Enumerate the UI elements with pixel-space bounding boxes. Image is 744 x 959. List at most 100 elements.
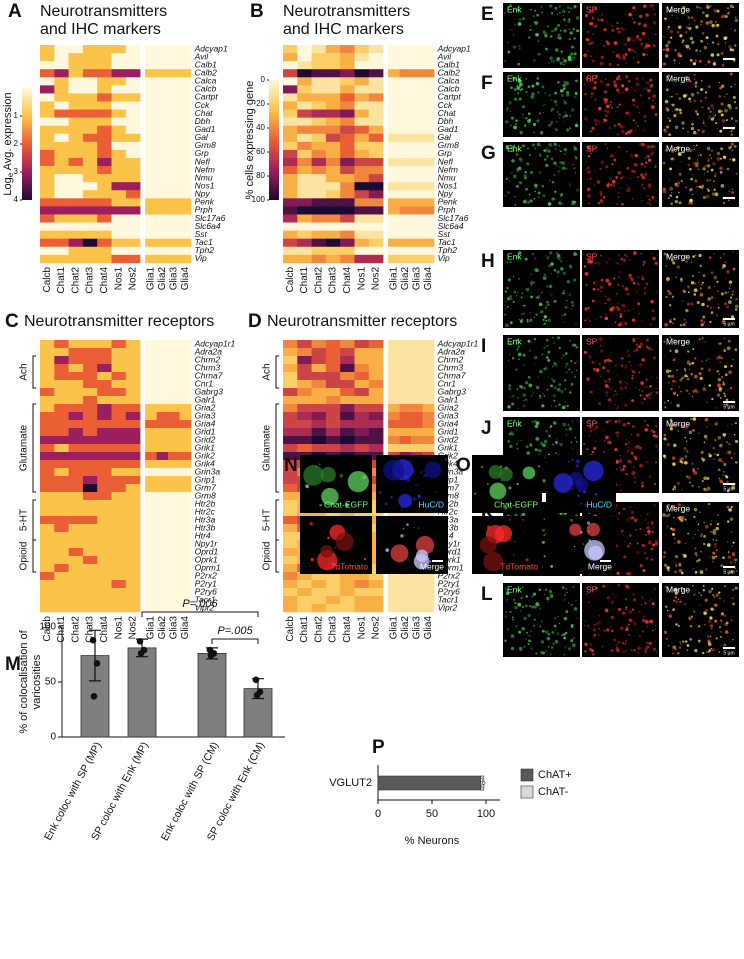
x-tick-label: 50: [426, 808, 438, 820]
heatmap-cell: [400, 126, 412, 134]
speckle: [413, 497, 416, 500]
heatmap-cell: [400, 239, 412, 247]
cell-body: [495, 525, 512, 542]
x-tick-label: 0: [375, 808, 381, 820]
speckle: [551, 108, 554, 111]
heatmap-cell: [97, 150, 112, 158]
heatmap-cell: [69, 604, 84, 612]
column-label: Nos2: [128, 266, 139, 290]
speckle: [638, 77, 639, 78]
heatmap-cell: [326, 77, 341, 85]
channel-label: SP: [586, 4, 598, 14]
speckle: [504, 60, 506, 62]
speckle: [521, 296, 523, 298]
speckle: [510, 86, 513, 89]
heatmap-cell: [69, 412, 84, 420]
speckle: [629, 542, 631, 544]
heatmap-cell: [312, 166, 327, 174]
speckle: [709, 154, 711, 156]
speckle: [523, 646, 525, 648]
speckle: [703, 585, 705, 587]
speckle: [583, 543, 585, 545]
row-label: Vipr2: [438, 602, 458, 612]
heatmap-cell: [297, 436, 312, 444]
speckle: [576, 16, 579, 19]
speckle: [674, 63, 675, 64]
speckle: [639, 372, 641, 374]
heatmap-cell: [355, 45, 370, 53]
heatmap-cell: [283, 150, 298, 158]
speckle: [641, 402, 643, 404]
speckle: [651, 599, 652, 600]
speckle: [526, 288, 530, 292]
speckle: [528, 112, 531, 115]
speckle: [732, 359, 734, 361]
speckle: [550, 425, 552, 427]
speckle: [601, 160, 605, 164]
speckle: [525, 117, 527, 119]
speckle: [715, 122, 717, 124]
speckle: [548, 264, 552, 268]
heatmap-cell: [180, 255, 192, 263]
speckle: [686, 649, 688, 651]
speckle: [605, 303, 606, 304]
speckle: [693, 99, 696, 102]
speckle: [652, 99, 655, 102]
heatmap-cell: [54, 174, 69, 182]
heatmap-cell: [180, 388, 192, 396]
group-label: 5-HT: [262, 509, 273, 531]
heatmap-cell: [97, 85, 112, 93]
heatmap-cell: [126, 214, 141, 222]
speckle: [684, 461, 687, 464]
speckle: [595, 433, 596, 434]
speckle: [645, 385, 648, 388]
speckle: [514, 88, 517, 91]
speckle: [677, 31, 680, 34]
speckle: [587, 166, 590, 169]
y-axis-label: varicosities: [31, 654, 43, 709]
speckle: [706, 4, 708, 6]
group-bracket: [276, 404, 279, 492]
heatmap-cell: [312, 356, 327, 364]
colorbar-label-part: Avg. expression: [2, 92, 14, 173]
speckle: [509, 180, 510, 181]
heatmap-cell: [312, 142, 327, 150]
speckle: [675, 349, 679, 353]
speckle: [633, 599, 636, 602]
heatmap-cell: [388, 231, 400, 239]
speckle: [684, 603, 686, 605]
heatmap-cell: [40, 372, 55, 380]
speckle: [691, 484, 694, 487]
speckle: [557, 632, 560, 635]
speckle: [570, 441, 572, 443]
speckle: [648, 541, 651, 544]
heatmap-cell: [40, 69, 55, 77]
heatmap-cell: [340, 223, 355, 231]
heatmap-cell: [423, 182, 435, 190]
speckle: [586, 18, 588, 20]
speckle: [544, 158, 547, 161]
speckle: [707, 60, 710, 63]
speckle: [648, 347, 651, 350]
speckle: [590, 92, 593, 95]
speckle: [734, 145, 737, 148]
heatmap-cell: [168, 396, 180, 404]
heatmap-cell: [168, 492, 180, 500]
heatmap-cell: [411, 372, 423, 380]
speckle: [627, 187, 630, 190]
speckle: [597, 288, 599, 290]
speckle: [635, 122, 637, 124]
heatmap-cell: [40, 182, 55, 190]
heatmap-cell: [97, 126, 112, 134]
heatmap-cell: [126, 404, 141, 412]
speckle: [646, 625, 648, 627]
speckle: [563, 272, 566, 275]
heatmap-cell: [369, 588, 384, 596]
speckle: [715, 555, 717, 557]
speckle: [693, 417, 697, 421]
heatmap-cell: [112, 580, 127, 588]
speckle: [546, 256, 549, 259]
speckle: [545, 630, 548, 633]
speckle: [519, 48, 521, 50]
speckle: [696, 144, 698, 146]
